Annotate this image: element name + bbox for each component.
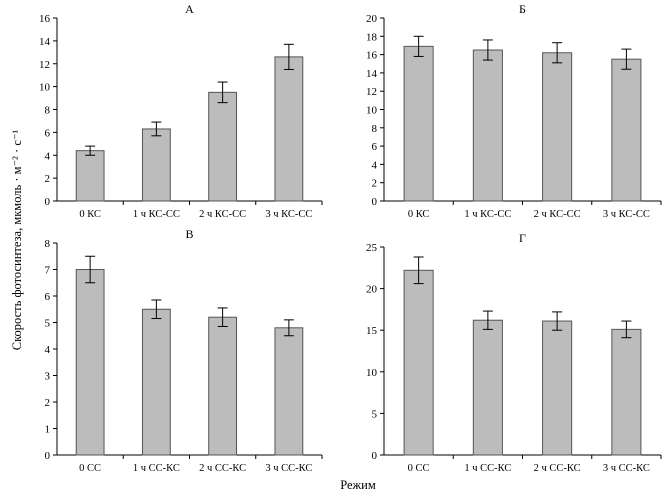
error-bar-4 [621, 320, 632, 339]
y-tick-label: 1 [45, 424, 51, 436]
x-axis-label: Режим [340, 478, 376, 492]
x-category-label: 0 СС [79, 463, 101, 474]
x-category-label: 3 ч СС-КС [603, 463, 650, 474]
y-tick-label: 3 [45, 371, 51, 383]
y-tick-label: 4 [45, 150, 51, 162]
y-tick-label: 2 [45, 173, 51, 185]
y-tick-label: 6 [45, 291, 51, 303]
bar-3 [208, 316, 238, 456]
y-tick-label: 7 [45, 265, 51, 277]
error-bar-1 [85, 255, 96, 284]
error-bar-1 [413, 35, 424, 57]
y-tick-label: 6 [372, 141, 378, 153]
bar-4 [611, 328, 642, 456]
x-category-label: 0 КС [408, 209, 430, 220]
y-tick-label: 2 [372, 178, 378, 190]
x-category-label: 2 ч СС-КС [199, 463, 246, 474]
bar-2 [472, 49, 503, 202]
panel-title: Б [519, 2, 526, 16]
x-category-label: 2 ч СС-КС [534, 463, 581, 474]
y-tick-label: 16 [366, 50, 378, 62]
y-tick-label: 12 [39, 59, 50, 71]
x-category-label: 1 ч СС-КС [464, 463, 511, 474]
y-tick-label: 12 [366, 86, 377, 98]
y-tick-label: 8 [45, 238, 51, 250]
y-tick-label: 15 [366, 325, 378, 337]
error-bar-4 [283, 43, 294, 70]
x-category-label: 2 ч КС-СС [199, 209, 246, 220]
y-tick-label: 6 [45, 127, 51, 139]
y-tick-label: 2 [45, 397, 51, 409]
bar-1 [403, 269, 434, 456]
error-bar-2 [151, 299, 162, 320]
bar-3 [208, 91, 238, 202]
y-tick-label: 0 [372, 450, 378, 462]
y-tick-label: 8 [45, 105, 51, 117]
y-tick-label: 14 [39, 36, 51, 48]
panel-title: Г [519, 231, 526, 245]
y-tick-label: 20 [366, 284, 378, 296]
error-bar-1 [413, 256, 424, 285]
y-tick-label: 0 [372, 196, 378, 208]
y-tick-label: 14 [366, 68, 378, 80]
bar-3 [542, 320, 573, 456]
y-tick-label: 0 [45, 196, 51, 208]
bar-4 [611, 58, 642, 202]
error-bar-3 [552, 42, 563, 64]
error-bar-4 [621, 48, 632, 70]
x-category-label: 2 ч КС-СС [534, 209, 581, 220]
x-category-label: 3 ч КС-СС [603, 209, 650, 220]
y-tick-label: 4 [372, 159, 378, 171]
error-bar-1 [85, 145, 96, 156]
y-tick-label: 0 [45, 450, 51, 462]
x-category-label: 0 КС [79, 209, 101, 220]
panel-title: А [185, 2, 194, 16]
panel-b: 0 2 4 6 8 10 12 14 16 18 20 0 КС 1 ч КС-СС 2 ч КС-СС 3… [366, 2, 662, 220]
bar-1 [75, 150, 105, 202]
y-tick-label: 5 [45, 318, 51, 330]
bar-3 [542, 52, 573, 202]
x-category-label: 1 ч КС-СС [464, 209, 511, 220]
y-tick-label: 16 [39, 13, 51, 25]
bar-2 [141, 128, 171, 202]
panel-title: В [185, 227, 193, 241]
bar-2 [141, 308, 171, 456]
error-bar-3 [552, 311, 563, 331]
error-bar-2 [482, 39, 493, 61]
bar-4 [274, 327, 304, 456]
y-tick-label: 4 [45, 344, 51, 356]
y-tick-label: 8 [372, 123, 378, 135]
x-category-label: 3 ч КС-СС [265, 209, 312, 220]
x-category-label: 1 ч КС-СС [133, 209, 180, 220]
error-bar-4 [283, 319, 294, 337]
error-bar-3 [217, 81, 228, 104]
bar-1 [75, 269, 105, 456]
y-tick-label: 18 [366, 31, 378, 43]
y-tick-label: 5 [372, 408, 378, 420]
bar-2 [472, 319, 503, 456]
error-bar-2 [482, 310, 493, 330]
y-tick-label: 20 [366, 13, 378, 25]
y-tick-label: 10 [366, 367, 378, 379]
panel-a: 0 2 4 6 8 10 12 14 16 0 КС 1 ч КС-СС 2 ч КС-СС 3 ч К… [39, 2, 323, 220]
error-bar-2 [151, 121, 162, 137]
error-bar-3 [217, 307, 228, 327]
x-category-label: 3 ч СС-КС [265, 463, 312, 474]
panel-v: 0 1 2 3 4 5 6 7 8 0 СС 1 ч СС-КС 2 ч СС-КС 3 ч СС-КС… [45, 227, 323, 474]
y-tick-label: 10 [39, 82, 51, 94]
bar-4 [274, 56, 304, 202]
y-axis-label: Скорость фотосинтеза, мкмоль · м⁻² · с⁻¹ [10, 130, 24, 351]
panel-g: 0 5 10 15 20 25 0 СС 1 ч СС-КС 2 ч СС-КС 3 ч СС-К… [366, 231, 662, 474]
y-tick-label: 10 [366, 105, 378, 117]
x-category-label: 0 СС [408, 463, 430, 474]
x-category-label: 1 ч СС-КС [133, 463, 180, 474]
y-tick-label: 25 [366, 242, 378, 254]
bar-1 [403, 45, 434, 202]
